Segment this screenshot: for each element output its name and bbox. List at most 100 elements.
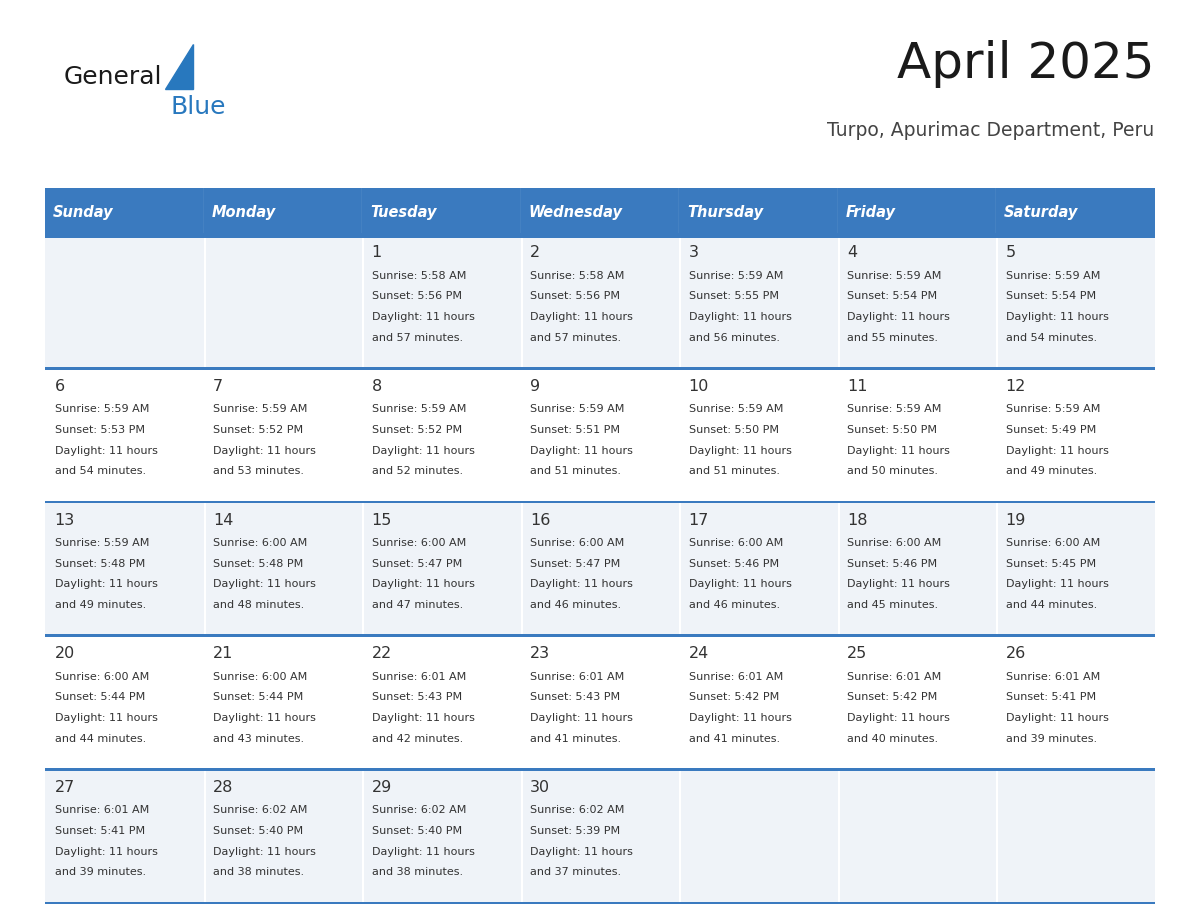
Text: and 40 minutes.: and 40 minutes.	[847, 733, 939, 744]
FancyBboxPatch shape	[997, 637, 998, 770]
Text: April 2025: April 2025	[897, 40, 1155, 88]
Text: Sunday: Sunday	[53, 205, 114, 219]
Text: and 46 minutes.: and 46 minutes.	[530, 600, 621, 610]
FancyBboxPatch shape	[838, 770, 997, 904]
FancyBboxPatch shape	[45, 188, 203, 236]
Text: Sunrise: 6:00 AM: Sunrise: 6:00 AM	[372, 538, 466, 548]
FancyBboxPatch shape	[680, 370, 681, 503]
Text: and 57 minutes.: and 57 minutes.	[372, 333, 463, 342]
Text: Sunset: 5:56 PM: Sunset: 5:56 PM	[530, 291, 620, 301]
Text: and 55 minutes.: and 55 minutes.	[847, 333, 939, 342]
Text: 2: 2	[530, 245, 541, 261]
Text: Daylight: 11 hours: Daylight: 11 hours	[372, 446, 474, 455]
Text: Daylight: 11 hours: Daylight: 11 hours	[689, 312, 791, 322]
Text: Sunrise: 6:01 AM: Sunrise: 6:01 AM	[372, 672, 466, 682]
Text: Daylight: 11 hours: Daylight: 11 hours	[530, 846, 633, 856]
Text: and 37 minutes.: and 37 minutes.	[530, 868, 621, 878]
Text: and 43 minutes.: and 43 minutes.	[213, 733, 304, 744]
FancyBboxPatch shape	[362, 637, 364, 770]
Text: 29: 29	[372, 780, 392, 795]
Text: 22: 22	[372, 646, 392, 661]
Text: Sunrise: 6:00 AM: Sunrise: 6:00 AM	[55, 672, 148, 682]
Text: Sunset: 5:54 PM: Sunset: 5:54 PM	[847, 291, 937, 301]
Text: and 56 minutes.: and 56 minutes.	[689, 333, 779, 342]
FancyBboxPatch shape	[203, 370, 362, 503]
Text: Sunrise: 6:00 AM: Sunrise: 6:00 AM	[1006, 538, 1100, 548]
FancyBboxPatch shape	[45, 770, 203, 904]
Text: Daylight: 11 hours: Daylight: 11 hours	[1006, 446, 1108, 455]
FancyBboxPatch shape	[680, 503, 838, 637]
Text: Sunset: 5:47 PM: Sunset: 5:47 PM	[372, 559, 462, 569]
FancyBboxPatch shape	[997, 370, 1155, 503]
FancyBboxPatch shape	[520, 770, 523, 904]
Text: 11: 11	[847, 379, 867, 394]
Text: Daylight: 11 hours: Daylight: 11 hours	[847, 579, 950, 589]
FancyBboxPatch shape	[203, 637, 206, 770]
FancyBboxPatch shape	[838, 503, 840, 637]
FancyBboxPatch shape	[838, 370, 840, 503]
FancyBboxPatch shape	[520, 236, 523, 370]
FancyBboxPatch shape	[362, 770, 520, 904]
FancyBboxPatch shape	[520, 188, 680, 236]
FancyBboxPatch shape	[838, 188, 997, 236]
Text: and 41 minutes.: and 41 minutes.	[530, 733, 621, 744]
FancyBboxPatch shape	[680, 370, 838, 503]
Text: and 48 minutes.: and 48 minutes.	[213, 600, 304, 610]
Text: Turpo, Apurimac Department, Peru: Turpo, Apurimac Department, Peru	[828, 121, 1155, 140]
FancyBboxPatch shape	[997, 503, 1155, 637]
FancyBboxPatch shape	[362, 503, 520, 637]
Text: and 52 minutes.: and 52 minutes.	[372, 466, 463, 476]
Text: Sunrise: 6:02 AM: Sunrise: 6:02 AM	[530, 805, 625, 815]
Polygon shape	[165, 43, 194, 89]
FancyBboxPatch shape	[997, 236, 998, 370]
FancyBboxPatch shape	[520, 637, 523, 770]
Text: Sunrise: 5:59 AM: Sunrise: 5:59 AM	[55, 538, 148, 548]
FancyBboxPatch shape	[45, 233, 1155, 236]
Text: and 51 minutes.: and 51 minutes.	[530, 466, 621, 476]
Text: and 54 minutes.: and 54 minutes.	[55, 466, 146, 476]
Text: 8: 8	[372, 379, 381, 394]
Text: Daylight: 11 hours: Daylight: 11 hours	[530, 579, 633, 589]
Text: Sunset: 5:52 PM: Sunset: 5:52 PM	[372, 425, 462, 435]
FancyBboxPatch shape	[362, 503, 364, 637]
FancyBboxPatch shape	[520, 637, 680, 770]
FancyBboxPatch shape	[362, 370, 520, 503]
Text: Daylight: 11 hours: Daylight: 11 hours	[55, 846, 158, 856]
Text: 4: 4	[847, 245, 858, 261]
FancyBboxPatch shape	[45, 236, 203, 370]
Text: Sunset: 5:42 PM: Sunset: 5:42 PM	[847, 692, 937, 702]
Text: and 39 minutes.: and 39 minutes.	[1006, 733, 1097, 744]
FancyBboxPatch shape	[520, 503, 680, 637]
FancyBboxPatch shape	[680, 637, 838, 770]
FancyBboxPatch shape	[362, 188, 520, 236]
Text: Sunset: 5:44 PM: Sunset: 5:44 PM	[55, 692, 145, 702]
Text: Sunset: 5:55 PM: Sunset: 5:55 PM	[689, 291, 778, 301]
Text: 9: 9	[530, 379, 541, 394]
FancyBboxPatch shape	[45, 236, 1155, 239]
Text: Daylight: 11 hours: Daylight: 11 hours	[1006, 713, 1108, 723]
Text: Daylight: 11 hours: Daylight: 11 hours	[55, 579, 158, 589]
Text: Sunrise: 6:01 AM: Sunrise: 6:01 AM	[689, 672, 783, 682]
Text: and 44 minutes.: and 44 minutes.	[55, 733, 146, 744]
FancyBboxPatch shape	[520, 370, 680, 503]
Text: 6: 6	[55, 379, 65, 394]
FancyBboxPatch shape	[838, 236, 840, 370]
FancyBboxPatch shape	[45, 370, 203, 503]
FancyBboxPatch shape	[997, 370, 998, 503]
Text: 18: 18	[847, 512, 867, 528]
Text: Sunset: 5:48 PM: Sunset: 5:48 PM	[55, 559, 145, 569]
Text: Monday: Monday	[211, 205, 276, 219]
FancyBboxPatch shape	[680, 188, 838, 236]
Text: Sunset: 5:52 PM: Sunset: 5:52 PM	[213, 425, 303, 435]
FancyBboxPatch shape	[203, 637, 362, 770]
Text: and 42 minutes.: and 42 minutes.	[372, 733, 463, 744]
Text: Sunset: 5:46 PM: Sunset: 5:46 PM	[847, 559, 937, 569]
Text: Daylight: 11 hours: Daylight: 11 hours	[689, 713, 791, 723]
Text: Sunrise: 5:59 AM: Sunrise: 5:59 AM	[530, 404, 625, 414]
Text: Daylight: 11 hours: Daylight: 11 hours	[213, 713, 316, 723]
Text: and 54 minutes.: and 54 minutes.	[1006, 333, 1097, 342]
FancyBboxPatch shape	[680, 236, 838, 370]
Text: General: General	[63, 64, 162, 89]
Text: Daylight: 11 hours: Daylight: 11 hours	[372, 846, 474, 856]
Text: Daylight: 11 hours: Daylight: 11 hours	[847, 312, 950, 322]
